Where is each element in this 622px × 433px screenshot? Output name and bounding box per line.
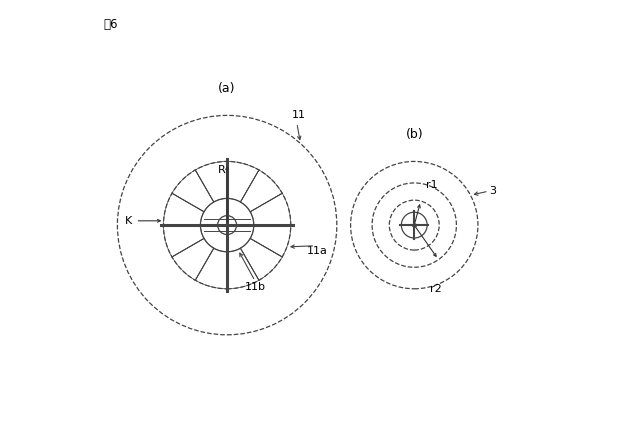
Text: 3: 3	[489, 186, 496, 196]
Text: r2: r2	[430, 284, 442, 294]
Text: (b): (b)	[406, 128, 423, 141]
Text: 11a: 11a	[307, 246, 328, 256]
Text: R: R	[218, 165, 226, 174]
Text: r1: r1	[425, 180, 437, 190]
Text: 図6: 図6	[104, 18, 118, 31]
Text: K: K	[124, 216, 132, 226]
Text: 11b: 11b	[244, 282, 266, 292]
Text: (a): (a)	[218, 82, 236, 95]
Text: 11: 11	[292, 110, 306, 120]
